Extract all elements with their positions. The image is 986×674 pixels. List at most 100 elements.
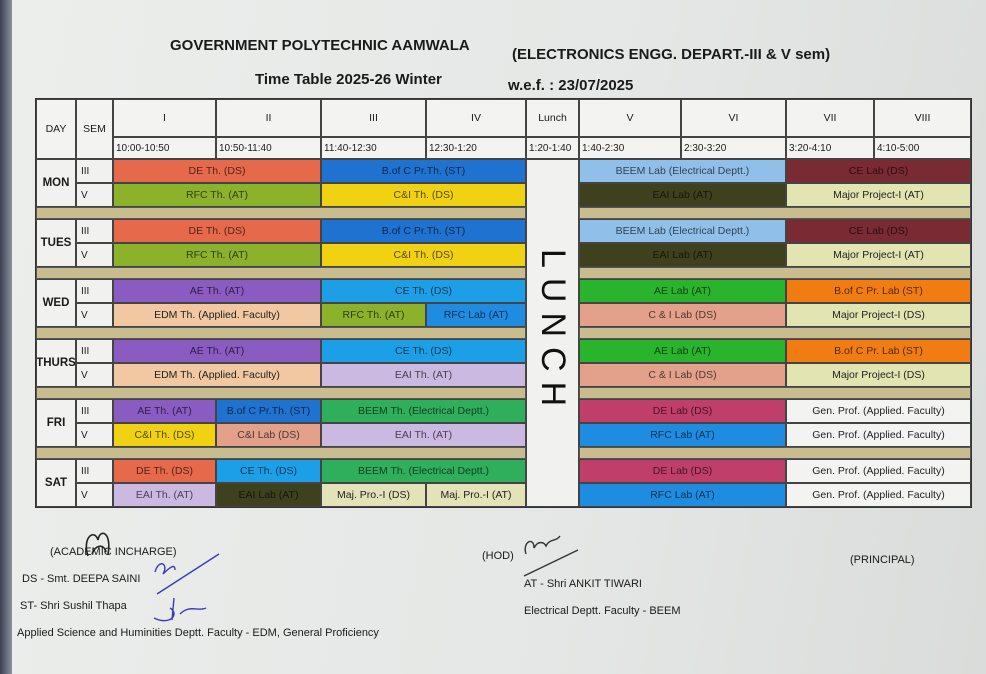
- period-header: Lunch: [526, 99, 579, 137]
- class-slot: EAI Lab (AT): [579, 243, 786, 267]
- class-slot: C&I Th. (DS): [321, 183, 526, 207]
- day-header: DAY: [36, 99, 76, 159]
- day-separator: [579, 387, 971, 399]
- period-header: VI: [681, 99, 786, 137]
- day-label: THURS: [36, 339, 76, 387]
- sem-label: V: [76, 423, 113, 447]
- period-time: 11:40-12:30: [321, 137, 426, 159]
- day-separator: [36, 327, 526, 339]
- sem-label: III: [76, 159, 113, 183]
- class-slot: EDM Th. (Applied. Faculty): [113, 363, 321, 387]
- signature-st: [153, 597, 207, 622]
- sem-label: V: [76, 183, 113, 207]
- class-slot: C & I Lab (DS): [579, 303, 786, 327]
- class-slot: EAI Th. (AT): [113, 483, 216, 507]
- timetable-grid: DAY SEM I 10:00-10:50 II 10:50-11:40 III 11:40-…: [35, 98, 972, 508]
- class-slot: RFC Th. (AT): [321, 303, 426, 327]
- class-slot: Major Project-I (DS): [786, 303, 971, 327]
- day-label: MON: [36, 159, 76, 207]
- period-time: 1:40-2:30: [579, 137, 681, 159]
- class-slot: B.of C Pr.Th. (ST): [216, 399, 321, 423]
- timetable-title: Time Table 2025-26 Winter: [255, 71, 442, 88]
- day-separator: [36, 267, 526, 279]
- class-slot: RFC Th. (AT): [113, 243, 321, 267]
- class-slot: AE Th. (AT): [113, 279, 321, 303]
- class-slot: RFC Th. (AT): [113, 183, 321, 207]
- period-header: VII: [786, 99, 874, 137]
- faculty-ds: DS - Smt. DEEPA SAINI: [22, 573, 141, 585]
- class-slot: CE Lab (DS): [786, 159, 971, 183]
- class-slot: AE Lab (AT): [579, 279, 786, 303]
- class-slot: B.of C Pr. Lab (ST): [786, 279, 971, 303]
- sem-label: III: [76, 399, 113, 423]
- period-header: V: [579, 99, 681, 137]
- sem-header: SEM: [76, 99, 113, 159]
- class-slot: AE Lab (AT): [579, 339, 786, 363]
- period-time: 2:30-3:20: [681, 137, 786, 159]
- department-name: (ELECTRONICS ENGG. DEPART.-III & V sem): [512, 46, 831, 63]
- sem-label: V: [76, 243, 113, 267]
- day-separator: [579, 267, 971, 279]
- day-separator: [579, 327, 971, 339]
- period-header: II: [216, 99, 321, 137]
- class-slot: Major Project-I (AT): [786, 183, 971, 207]
- wef-date: w.e.f. : 23/07/2025: [508, 77, 634, 94]
- period-header: I: [113, 99, 216, 137]
- class-slot: C&I Th. (DS): [321, 243, 526, 267]
- academic-incharge-label: (ACADEMIC INCHARGE): [50, 546, 177, 558]
- class-slot: DE Th. (DS): [113, 219, 321, 243]
- period-time: 4:10-5:00: [874, 137, 971, 159]
- day-separator: [36, 447, 526, 459]
- principal-label: (PRINCIPAL): [850, 554, 915, 566]
- period-time: 12:30-1:20: [426, 137, 526, 159]
- class-slot: CE Th. (DS): [321, 279, 526, 303]
- class-slot: EAI Th. (AT): [321, 423, 526, 447]
- class-slot: AE Th. (AT): [113, 339, 321, 363]
- class-slot: DE Lab (DS): [579, 459, 786, 483]
- class-slot: DE Th. (DS): [113, 159, 321, 183]
- sem-label: III: [76, 339, 113, 363]
- period-time: 1:20-1:40: [526, 137, 579, 159]
- class-slot: Gen. Prof. (Applied. Faculty): [786, 399, 971, 423]
- class-slot: EAI Lab (AT): [216, 483, 321, 507]
- class-slot: Gen. Prof. (Applied. Faculty): [786, 423, 971, 447]
- sem-label: III: [76, 219, 113, 243]
- class-slot: BEEM Th. (Electrical Deptt.): [321, 459, 526, 483]
- institute-name: GOVERNMENT POLYTECHNIC AAMWALA: [170, 37, 470, 54]
- period-time: 10:00-10:50: [113, 137, 216, 159]
- signature-ds: [154, 553, 220, 595]
- day-separator: [579, 207, 971, 219]
- signature-hod: [523, 535, 579, 577]
- day-label: TUES: [36, 219, 76, 267]
- class-slot: BEEM Lab (Electrical Deptt.): [579, 159, 786, 183]
- day-label: SAT: [36, 459, 76, 507]
- day-separator: [36, 387, 526, 399]
- class-slot: AE Th. (AT): [113, 399, 216, 423]
- period-header: IV: [426, 99, 526, 137]
- signature-academic: [85, 532, 110, 557]
- class-slot: DE Th. (DS): [113, 459, 216, 483]
- sem-label: III: [76, 459, 113, 483]
- sem-label: V: [76, 483, 113, 507]
- class-slot: BEEM Lab (Electrical Deptt.): [579, 219, 786, 243]
- period-time: 3:20-4:10: [786, 137, 874, 159]
- class-slot: Major Project-I (DS): [786, 363, 971, 387]
- class-slot: CE Lab (DS): [786, 219, 971, 243]
- faculty-applied: Applied Science and Huminities Deptt. Fa…: [17, 627, 379, 639]
- faculty-at: AT - Shri ANKIT TIWARI: [524, 578, 642, 590]
- class-slot: Major Project-I (AT): [786, 243, 971, 267]
- class-slot: C&I Lab (DS): [216, 423, 321, 447]
- class-slot: RFC Lab (AT): [579, 483, 786, 507]
- faculty-electrical: Electrical Deptt. Faculty - BEEM: [524, 605, 681, 617]
- lunch-column: LUNCH: [526, 159, 579, 507]
- class-slot: Gen. Prof. (Applied. Faculty): [786, 459, 971, 483]
- class-slot: EAI Th. (AT): [321, 363, 526, 387]
- class-slot: Maj. Pro.-I (AT): [426, 483, 526, 507]
- sem-label: III: [76, 279, 113, 303]
- background-edge: [0, 0, 14, 674]
- sem-label: V: [76, 303, 113, 327]
- period-time: 10:50-11:40: [216, 137, 321, 159]
- day-label: WED: [36, 279, 76, 327]
- day-separator: [36, 207, 526, 219]
- class-slot: RFC Lab (AT): [579, 423, 786, 447]
